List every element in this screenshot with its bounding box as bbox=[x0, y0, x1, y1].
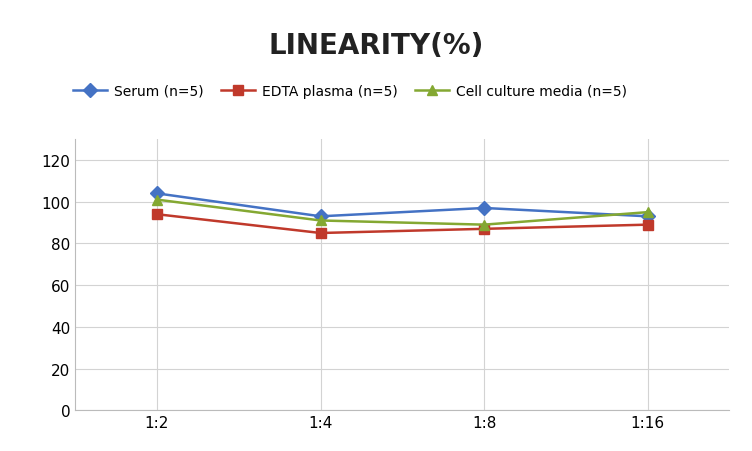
Cell culture media (n=5) bbox=[316, 218, 325, 224]
Serum (n=5) bbox=[316, 214, 325, 220]
EDTA plasma (n=5) bbox=[153, 212, 162, 217]
Cell culture media (n=5) bbox=[480, 222, 489, 228]
Legend: Serum (n=5), EDTA plasma (n=5), Cell culture media (n=5): Serum (n=5), EDTA plasma (n=5), Cell cul… bbox=[67, 79, 633, 104]
Line: Serum (n=5): Serum (n=5) bbox=[152, 189, 653, 222]
Cell culture media (n=5) bbox=[643, 210, 652, 216]
Serum (n=5) bbox=[643, 214, 652, 220]
Serum (n=5) bbox=[153, 191, 162, 197]
Line: Cell culture media (n=5): Cell culture media (n=5) bbox=[152, 195, 653, 230]
Text: LINEARITY(%): LINEARITY(%) bbox=[268, 32, 484, 60]
Line: EDTA plasma (n=5): EDTA plasma (n=5) bbox=[152, 210, 653, 238]
EDTA plasma (n=5) bbox=[316, 231, 325, 236]
Cell culture media (n=5) bbox=[153, 198, 162, 203]
Serum (n=5) bbox=[480, 206, 489, 211]
EDTA plasma (n=5) bbox=[480, 226, 489, 232]
EDTA plasma (n=5) bbox=[643, 222, 652, 228]
